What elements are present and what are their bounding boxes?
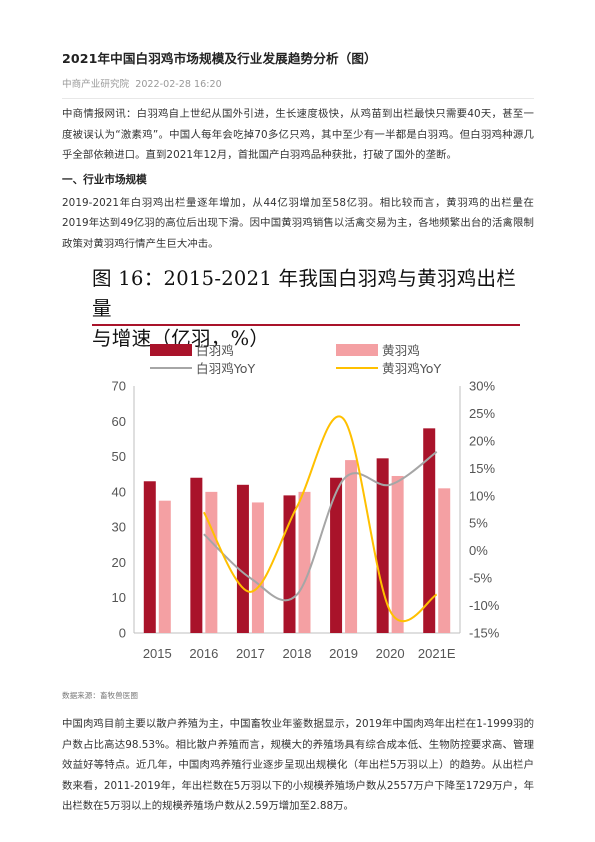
article: 2021年中国白羽鸡市场规模及行业发展趋势分析（图） 中商产业研究院 2022-… xyxy=(62,50,534,255)
right-tick-label: 10% xyxy=(469,488,495,503)
left-tick-label: 60 xyxy=(112,414,126,429)
right-tick-label: 30% xyxy=(469,379,495,394)
legend-item-yellow-bar: 黄羽鸡 xyxy=(336,341,420,358)
bar-white-feather xyxy=(143,481,156,633)
bar-yellow-feather xyxy=(251,502,264,633)
legend-item-white-yoy: 白羽鸡YoY xyxy=(150,359,255,376)
right-tick-label: -15% xyxy=(469,626,500,641)
left-tick-label: 30 xyxy=(112,520,126,535)
left-tick-label: 0 xyxy=(119,626,126,641)
right-tick-label: -5% xyxy=(469,571,493,586)
source-name[interactable]: 中商产业研究院 xyxy=(62,79,130,90)
chart-legend: 白羽鸡 黄羽鸡 白羽鸡YoY 黄羽鸡YoY xyxy=(150,341,480,385)
bar-white-feather xyxy=(190,477,203,633)
market-size-paragraph: 2019-2021年白羽鸡出栏量逐年增加，从44亿羽增加至58亿羽。相比较而言，… xyxy=(62,196,534,250)
chart-figure: 图 16：2015-2021 年我国白羽鸡与黄羽鸡出栏量 与增速（亿羽，%） 白… xyxy=(72,262,524,686)
article-meta: 中商产业研究院 2022-02-28 16:20 xyxy=(62,78,534,91)
figure-source: 数据来源：畜牧兽医圈 xyxy=(62,691,138,700)
x-tick-label: 2019 xyxy=(329,646,358,661)
chart-title-rule xyxy=(92,324,520,326)
left-tick-label: 70 xyxy=(112,379,126,394)
bar-yellow-feather xyxy=(391,475,404,633)
x-tick-label: 2021E xyxy=(418,646,456,661)
bar-yellow-feather xyxy=(205,491,218,633)
x-tick-label: 2016 xyxy=(189,646,218,661)
publish-date: 2022-02-28 16:20 xyxy=(135,79,222,90)
bar-white-feather xyxy=(423,428,436,633)
legend-label-white-bar: 白羽鸡 xyxy=(196,343,234,358)
line-white-feather-yoy xyxy=(203,451,438,602)
left-tick-label: 40 xyxy=(112,484,126,499)
right-tick-label: 5% xyxy=(469,516,488,531)
legend-swatch-yellow-bar xyxy=(336,343,378,356)
legend-label-yellow-yoy: 黄羽鸡YoY xyxy=(382,361,442,376)
header-divider xyxy=(62,98,534,99)
right-tick-label: 20% xyxy=(469,433,495,448)
legend-item-white-bar: 白羽鸡 xyxy=(150,341,234,358)
right-tick-label: 0% xyxy=(469,543,488,558)
bar-yellow-feather xyxy=(438,488,451,633)
legend-label-white-yoy: 白羽鸡YoY xyxy=(196,361,256,376)
chart-plot: 0 10 20 30 40 50 60 70 -15% -10% -5% 0% 5% 10% 15% 20% 2… xyxy=(112,379,500,662)
intro-paragraph: 中商情报网讯：白羽鸡自上世纪从国外引进，生长速度极快，从鸡苗到出栏最快只需要40… xyxy=(62,108,534,162)
x-tick-label: 2018 xyxy=(283,646,312,661)
right-tick-label: 15% xyxy=(469,461,495,476)
chart-title: 图 16：2015-2021 年我国白羽鸡与黄羽鸡出栏量 与增速（亿羽，%） xyxy=(92,264,524,354)
bar-yellow-feather xyxy=(298,491,311,633)
legend-label-yellow-bar: 黄羽鸡 xyxy=(382,343,420,358)
bar-white-feather xyxy=(376,458,389,633)
line-yellow-feather-yoy xyxy=(202,415,438,622)
article-title: 2021年中国白羽鸡市场规模及行业发展趋势分析（图） xyxy=(62,51,377,66)
chart-title-line-1: 图 16：2015-2021 年我国白羽鸡与黄羽鸡出栏量 xyxy=(92,267,517,320)
legend-line-white-yoy xyxy=(150,366,192,369)
legend-line-yellow-yoy xyxy=(336,366,378,369)
right-tick-label: -10% xyxy=(469,598,500,613)
left-tick-label: 50 xyxy=(112,449,126,464)
right-tick-label: 25% xyxy=(469,406,495,421)
bar-yellow-feather xyxy=(158,500,171,633)
x-tick-label: 2020 xyxy=(376,646,405,661)
farming-scale-paragraph: 中国肉鸡目前主要以散户养殖为主，中国畜牧业年鉴数据显示，2019年中国肉鸡年出栏… xyxy=(62,718,534,813)
chart-title-line-2: 与增速（亿羽，%） xyxy=(92,327,270,350)
bar-white-feather xyxy=(330,477,343,633)
left-tick-label: 20 xyxy=(112,555,126,570)
x-tick-label: 2015 xyxy=(143,646,172,661)
bar-yellow-feather xyxy=(345,460,358,633)
section-heading: 一、行业市场规模 xyxy=(62,173,147,186)
x-tick-label: 2017 xyxy=(236,646,265,661)
bar-white-feather xyxy=(236,484,249,633)
legend-swatch-white-bar xyxy=(150,343,192,356)
bar-white-feather xyxy=(283,495,296,633)
left-tick-label: 10 xyxy=(112,590,126,605)
legend-item-yellow-yoy: 黄羽鸡YoY xyxy=(336,359,441,376)
